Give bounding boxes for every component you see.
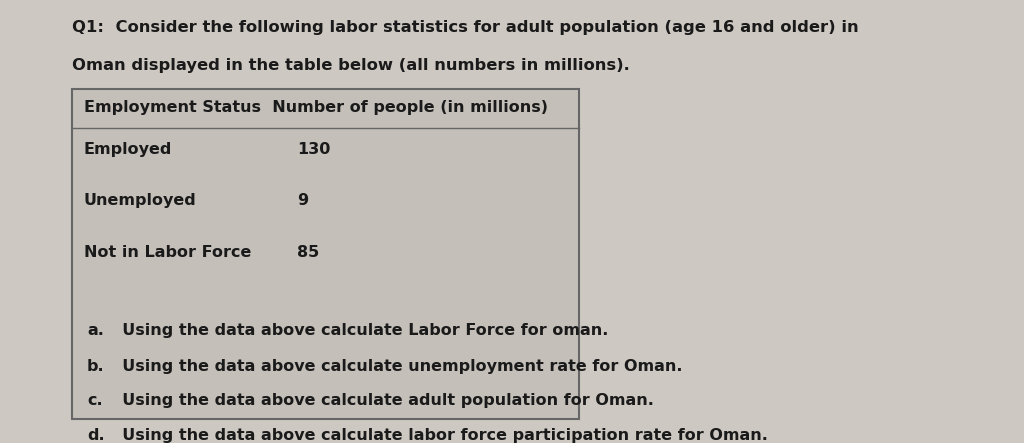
Text: Not in Labor Force: Not in Labor Force	[84, 245, 251, 260]
Text: Using the data above calculate adult population for Oman.: Using the data above calculate adult pop…	[111, 393, 653, 408]
Text: c.: c.	[87, 393, 102, 408]
Text: Oman displayed in the table below (all numbers in millions).: Oman displayed in the table below (all n…	[72, 58, 630, 73]
Text: 9: 9	[297, 193, 308, 208]
Text: Q1:  Consider the following labor statistics for adult population (age 16 and ol: Q1: Consider the following labor statist…	[72, 20, 858, 35]
Text: Using the data above calculate labor force participation rate for Oman.: Using the data above calculate labor for…	[111, 428, 767, 443]
Text: Employed: Employed	[84, 142, 172, 157]
Text: 130: 130	[297, 142, 331, 157]
Text: Unemployed: Unemployed	[84, 193, 197, 208]
Text: Using the data above calculate unemployment rate for Oman.: Using the data above calculate unemploym…	[111, 359, 682, 374]
Text: d.: d.	[87, 428, 104, 443]
Text: a.: a.	[87, 323, 103, 338]
Text: 85: 85	[297, 245, 319, 260]
Bar	[72, 89, 579, 419]
Text: Using the data above calculate Labor Force for oman.: Using the data above calculate Labor For…	[111, 323, 608, 338]
Text: b.: b.	[87, 359, 104, 374]
Text: Employment Status  Number of people (in millions): Employment Status Number of people (in m…	[84, 100, 548, 115]
